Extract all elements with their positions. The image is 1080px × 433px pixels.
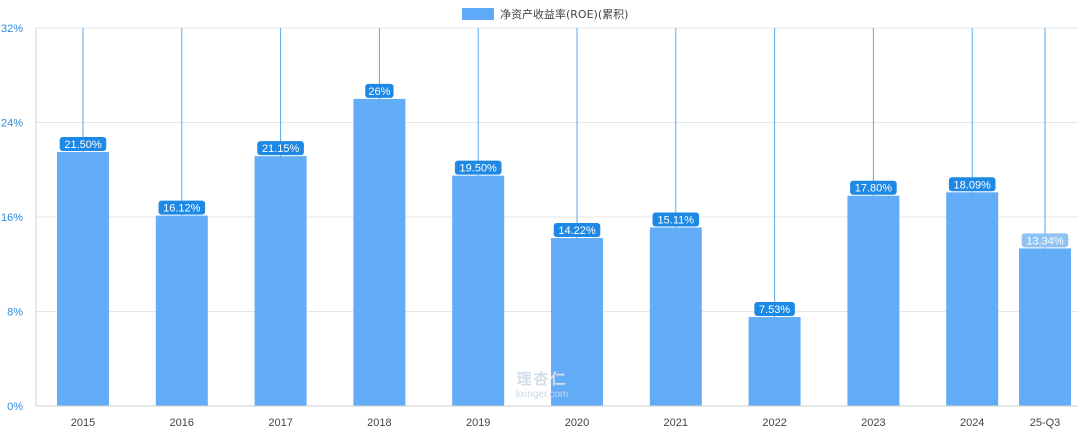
data-labels: 21.50% 16.12% 21.15% 26% 19.50% 14.22% 15.11% 7… [59, 83, 1069, 317]
watermark-url: lixinger.com [516, 389, 569, 400]
x-tick-label: 2022 [762, 417, 786, 429]
y-tick-label: 32% [1, 23, 23, 35]
data-label: 13.34% [1021, 233, 1069, 248]
data-label-bg [257, 141, 304, 156]
x-tick-label: 2018 [367, 417, 391, 429]
watermark-logo: 理杏仁 [516, 370, 567, 388]
x-tick-label: 2015 [71, 417, 95, 429]
data-label: 21.15% [257, 141, 304, 156]
bar[interactable] [353, 98, 406, 406]
data-label-bg [754, 302, 795, 317]
y-tick-label: 24% [1, 118, 23, 130]
x-tick-label: 2020 [565, 417, 589, 429]
data-label-bg [1021, 233, 1069, 248]
bar[interactable] [847, 195, 900, 406]
x-tick-label: 2017 [268, 417, 292, 429]
data-label-bg [59, 137, 107, 152]
bar[interactable] [748, 317, 801, 406]
legend[interactable]: 净资产收益率(ROE)(累积) [462, 7, 628, 21]
x-axis: 2015 2016 2017 2018 2019 2020 2021 2022 2023 2024… [71, 417, 1061, 429]
data-label-text: 21.15% [262, 143, 300, 155]
data-label: 15.11% [652, 212, 700, 227]
data-label-text: 26% [368, 86, 390, 98]
legend-swatch[interactable] [462, 8, 494, 20]
legend-label[interactable]: 净资产收益率(ROE)(累积) [500, 7, 628, 21]
data-label-text: 7.53% [759, 304, 790, 316]
y-tick-label: 0% [7, 401, 23, 413]
bar[interactable] [649, 227, 702, 406]
data-label-bg [365, 83, 394, 98]
data-label: 21.50% [59, 137, 107, 152]
bar[interactable] [946, 192, 999, 406]
data-label-text: 18.09% [954, 179, 992, 191]
data-label: 16.12% [158, 200, 206, 215]
data-label: 18.09% [948, 177, 996, 192]
y-axis: 0% 8% 16% 24% 32% [1, 23, 1078, 413]
data-label-text: 15.11% [658, 215, 695, 227]
data-label-text: 14.22% [558, 225, 596, 237]
bar[interactable] [254, 156, 307, 406]
bar[interactable] [452, 175, 505, 406]
x-tick-label: 2019 [466, 417, 490, 429]
data-label: 17.80% [850, 180, 897, 195]
data-label: 7.53% [754, 302, 795, 317]
data-label-text: 17.80% [855, 183, 893, 195]
data-label-bg [158, 200, 206, 215]
data-label: 26% [365, 83, 394, 98]
data-label-bg [454, 160, 502, 175]
data-label-bg [553, 223, 601, 238]
y-tick-label: 16% [1, 212, 23, 224]
data-label-bg [948, 177, 996, 192]
bar[interactable] [1019, 248, 1071, 406]
data-label-text: 19.50% [460, 163, 498, 175]
bar[interactable] [57, 152, 109, 406]
data-label-text: 13.34% [1026, 235, 1064, 247]
bar[interactable] [551, 238, 603, 406]
bars [57, 98, 1071, 406]
data-label-bg [652, 212, 700, 227]
y-tick-label: 8% [7, 307, 23, 319]
x-tick-label: 2024 [960, 417, 984, 429]
x-tick-label: 2021 [664, 417, 688, 429]
data-label-text: 21.50% [64, 139, 102, 151]
x-tick-label: 2023 [861, 417, 885, 429]
watermark: 理杏仁 lixinger.com [516, 370, 569, 400]
bar[interactable] [155, 215, 208, 406]
data-label: 19.50% [454, 160, 502, 175]
data-label-bg [850, 180, 897, 195]
x-tick-label: 25-Q3 [1030, 417, 1061, 429]
data-label-text: 16.12% [163, 203, 201, 215]
data-label: 14.22% [553, 223, 601, 238]
x-tick-label: 2016 [170, 417, 194, 429]
